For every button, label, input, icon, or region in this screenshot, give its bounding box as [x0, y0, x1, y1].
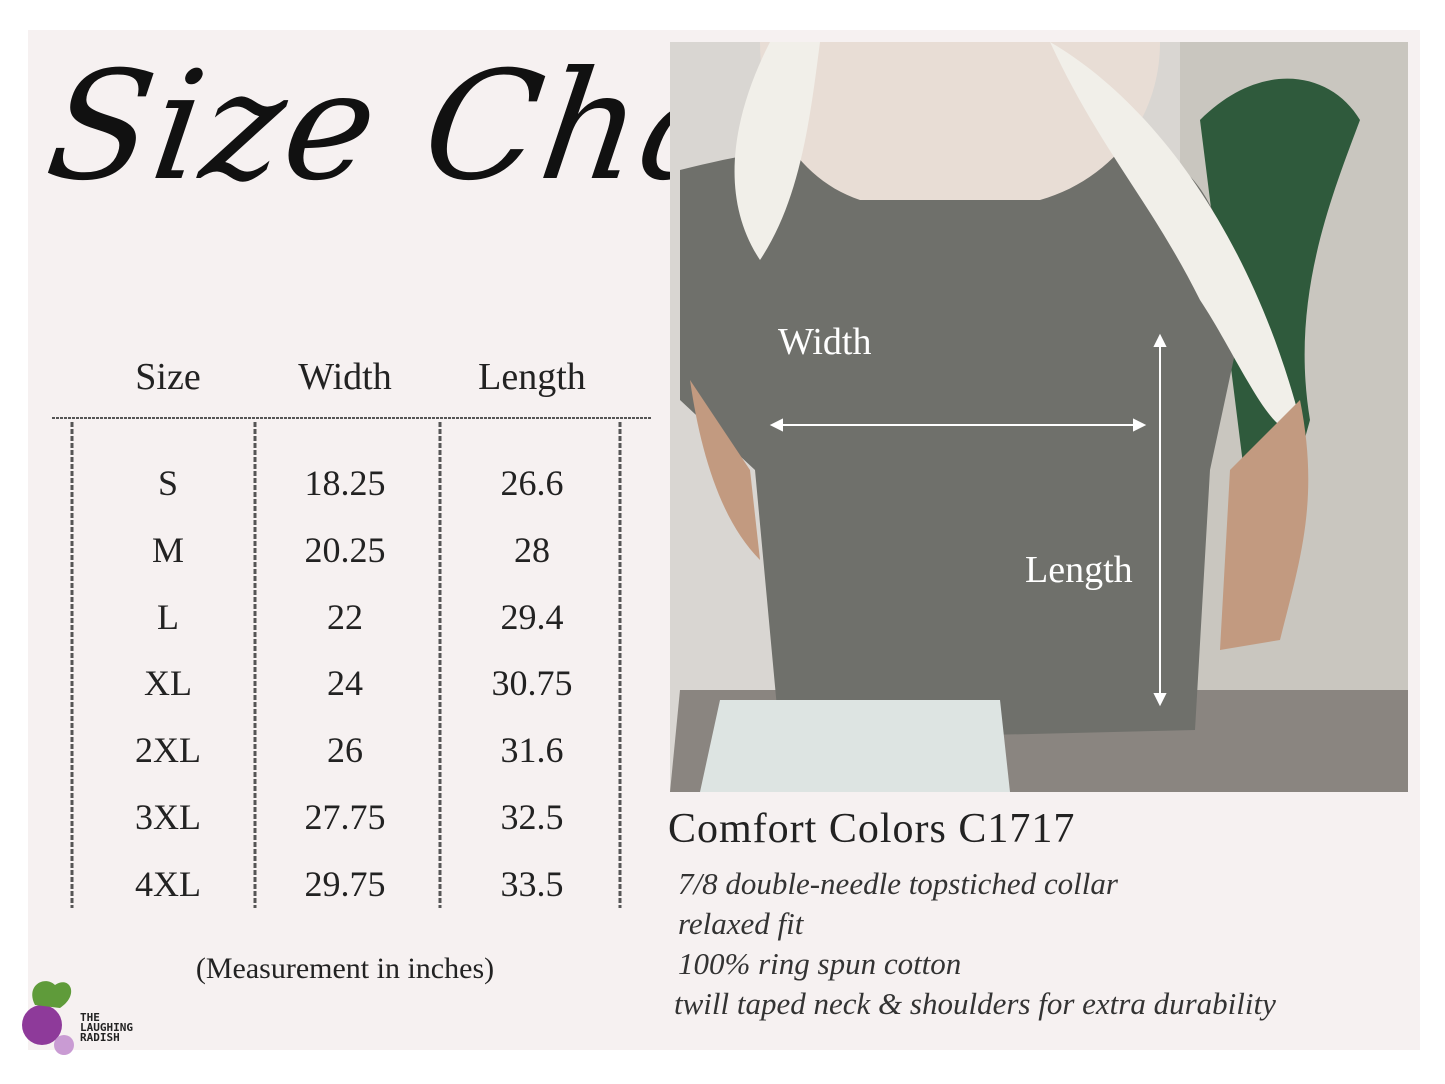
table-cell: 26	[327, 730, 363, 771]
table-cell: 28	[514, 529, 550, 570]
logo-text: LAUGHING	[80, 1021, 133, 1034]
column-header: Width	[298, 356, 392, 398]
feature: 7/8 double-needle topstiched collar	[678, 866, 1118, 901]
table-cell: M	[151, 529, 184, 570]
table-cell: 32.5	[500, 797, 564, 837]
table-cell: 4XL	[135, 863, 201, 904]
product-name: Comfort Colors C1717	[668, 806, 1076, 852]
table-cell: 3XL	[135, 797, 201, 837]
table-cell: 33.5	[500, 863, 564, 904]
table-cell: 31.6	[500, 730, 564, 771]
table-cell: XL	[144, 663, 192, 704]
table-cell: 2XL	[135, 730, 201, 771]
table-cell: 29.4	[500, 596, 564, 637]
table-cell: 22	[327, 596, 363, 637]
table-cell: 20.25	[304, 529, 386, 570]
logo-text: THE	[80, 1011, 100, 1024]
table-cell: 18.25	[304, 463, 386, 503]
table-cell: 26.6	[500, 463, 564, 503]
column-header: Length	[478, 356, 586, 398]
table-cell: 30.75	[491, 663, 573, 704]
column-header: Size	[135, 356, 201, 398]
logo-text: RADISH	[80, 1031, 120, 1044]
table-cell: 24	[327, 663, 363, 704]
table-cell: 29.75	[304, 863, 386, 904]
width-label: Width	[778, 321, 872, 363]
note: (Measurement in inches)	[195, 952, 495, 985]
feature: 100% ring spun cotton	[678, 946, 962, 981]
feature: twill taped neck & shoulders for extra d…	[674, 986, 1276, 1021]
table-cell: S	[157, 463, 179, 503]
length-label: Length	[1025, 549, 1133, 591]
table-cell: 27.75	[304, 797, 386, 837]
feature: relaxed fit	[678, 906, 804, 941]
table-cell: L	[157, 596, 179, 637]
logo: THE LAUGHING RADISH	[80, 1011, 133, 1044]
